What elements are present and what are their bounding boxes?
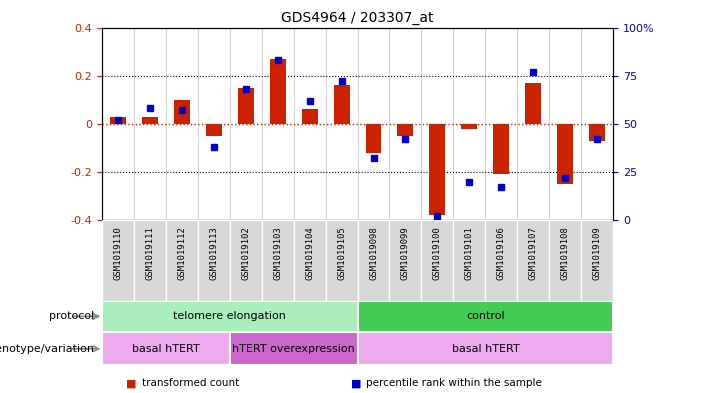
Text: ■: ■ <box>350 378 361 388</box>
Bar <box>198 220 230 301</box>
Bar <box>301 109 318 124</box>
Text: GSM1019104: GSM1019104 <box>305 226 314 280</box>
Bar <box>165 220 198 301</box>
Bar <box>358 220 390 301</box>
Bar <box>461 124 477 129</box>
Text: GSM1019110: GSM1019110 <box>113 226 122 280</box>
Text: protocol: protocol <box>49 311 95 321</box>
Text: basal hTERT: basal hTERT <box>132 344 200 354</box>
Bar <box>517 220 550 301</box>
Text: GSM1019109: GSM1019109 <box>593 226 602 280</box>
Bar <box>134 220 165 301</box>
Text: hTERT overexpression: hTERT overexpression <box>232 344 355 354</box>
Text: control: control <box>466 311 505 321</box>
Text: GSM1019111: GSM1019111 <box>145 226 154 280</box>
Bar <box>390 220 421 301</box>
Bar <box>494 124 510 174</box>
Bar <box>397 124 414 136</box>
Title: GDS4964 / 203307_at: GDS4964 / 203307_at <box>281 11 434 25</box>
Text: GSM1019102: GSM1019102 <box>241 226 250 280</box>
Bar <box>358 332 613 365</box>
Bar <box>421 220 454 301</box>
Text: GSM1019100: GSM1019100 <box>433 226 442 280</box>
Bar <box>142 117 158 124</box>
Text: ■: ■ <box>126 378 137 388</box>
Bar <box>230 220 261 301</box>
Text: transformed count: transformed count <box>142 378 239 388</box>
Bar <box>485 220 517 301</box>
Text: GSM1019099: GSM1019099 <box>401 226 410 280</box>
Bar <box>365 124 381 152</box>
Bar <box>102 301 358 332</box>
Bar <box>526 83 541 124</box>
Bar <box>102 220 134 301</box>
Bar <box>102 332 230 365</box>
Text: GSM1019103: GSM1019103 <box>273 226 282 280</box>
Bar <box>230 332 358 365</box>
Bar <box>581 220 613 301</box>
Text: GSM1019101: GSM1019101 <box>465 226 474 280</box>
Bar <box>325 220 358 301</box>
Bar <box>261 220 294 301</box>
Text: GSM1019108: GSM1019108 <box>561 226 570 280</box>
Text: GSM1019107: GSM1019107 <box>529 226 538 280</box>
Bar <box>358 301 613 332</box>
Bar <box>174 100 189 124</box>
Bar <box>205 124 222 136</box>
Text: GSM1019112: GSM1019112 <box>177 226 186 280</box>
Text: GSM1019106: GSM1019106 <box>497 226 506 280</box>
Text: basal hTERT: basal hTERT <box>451 344 519 354</box>
Bar <box>550 220 581 301</box>
Text: percentile rank within the sample: percentile rank within the sample <box>366 378 542 388</box>
Bar <box>454 220 485 301</box>
Bar <box>238 88 254 124</box>
Bar <box>270 59 285 124</box>
Bar <box>590 124 606 141</box>
Text: genotype/variation: genotype/variation <box>0 344 95 354</box>
Text: GSM1019113: GSM1019113 <box>209 226 218 280</box>
Bar <box>109 117 125 124</box>
Bar <box>430 124 445 215</box>
Text: GSM1019105: GSM1019105 <box>337 226 346 280</box>
Bar <box>334 85 350 124</box>
Text: telomere elongation: telomere elongation <box>173 311 286 321</box>
Bar <box>557 124 573 184</box>
Bar <box>294 220 325 301</box>
Text: GSM1019098: GSM1019098 <box>369 226 378 280</box>
